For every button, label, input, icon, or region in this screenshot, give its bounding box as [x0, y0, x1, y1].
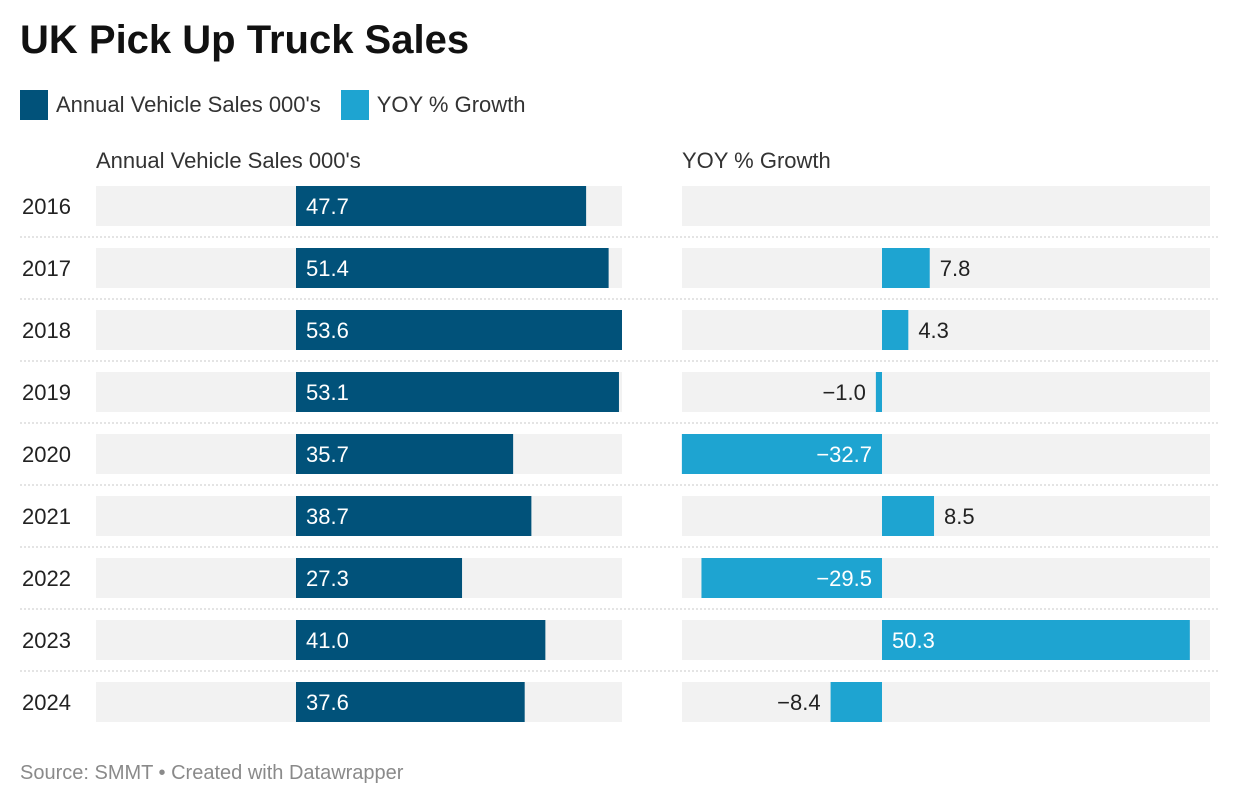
chart-title: UK Pick Up Truck Sales — [20, 18, 470, 62]
sales-value-label: 38.7 — [306, 504, 349, 529]
growth-value-label: −8.4 — [777, 690, 820, 715]
growth-value-label: 4.3 — [918, 318, 949, 343]
sales-bar — [296, 620, 546, 660]
sales-bar — [296, 496, 532, 536]
growth-bar — [882, 620, 1190, 660]
growth-value-label: 8.5 — [944, 504, 975, 529]
sales-bar — [296, 248, 609, 288]
growth-track — [682, 496, 1210, 536]
sales-bar — [296, 186, 587, 226]
chart-area: 2016 47.7 2017 51.4 7.8 2018 53.6 4.3 2019 53.1 −1… — [20, 186, 1218, 722]
category-label: 2017 — [22, 256, 71, 281]
growth-track — [682, 186, 1210, 226]
category-label: 2018 — [22, 318, 71, 343]
growth-bar — [681, 434, 882, 474]
sales-value-label: 53.6 — [306, 318, 349, 343]
growth-bar — [882, 496, 935, 536]
legend: Annual Vehicle Sales 000's YOY % Growth — [20, 90, 526, 120]
growth-bar — [830, 682, 882, 722]
category-label: 2022 — [22, 566, 71, 591]
growth-bar — [882, 310, 909, 350]
category-label: 2016 — [22, 194, 71, 219]
legend-swatch-sales — [20, 90, 48, 120]
legend-item-growth: YOY % Growth — [340, 90, 526, 120]
growth-value-label: −29.5 — [816, 566, 872, 591]
growth-value-label: −1.0 — [822, 380, 865, 405]
column-header-growth: YOY % Growth — [682, 148, 831, 173]
growth-track — [682, 682, 1210, 722]
category-label: 2023 — [22, 628, 71, 653]
sales-value-label: 37.6 — [306, 690, 349, 715]
growth-bar — [701, 558, 882, 598]
legend-item-sales: Annual Vehicle Sales 000's — [20, 90, 321, 120]
category-label: 2020 — [22, 442, 71, 467]
sales-value-label: 27.3 — [306, 566, 349, 591]
sales-bar — [296, 434, 514, 474]
sales-value-label: 47.7 — [306, 194, 349, 219]
growth-track — [682, 372, 1210, 412]
category-label: 2021 — [22, 504, 71, 529]
sales-value-label: 51.4 — [306, 256, 349, 281]
category-label: 2024 — [22, 690, 71, 715]
growth-value-label: 50.3 — [892, 628, 935, 653]
sales-value-label: 41.0 — [306, 628, 349, 653]
legend-label-sales: Annual Vehicle Sales 000's — [56, 92, 321, 117]
sales-bar — [296, 372, 619, 412]
column-header-sales: Annual Vehicle Sales 000's — [96, 148, 361, 173]
growth-bar — [875, 372, 882, 412]
sales-bar — [296, 310, 622, 350]
sales-value-label: 35.7 — [306, 442, 349, 467]
growth-track — [682, 248, 1210, 288]
legend-label-growth: YOY % Growth — [376, 92, 526, 117]
growth-value-label: 7.8 — [940, 256, 971, 281]
growth-track — [682, 310, 1210, 350]
sales-bar — [296, 558, 463, 598]
growth-value-label: −32.7 — [816, 442, 872, 467]
source-footer: Source: SMMT • Created with Datawrapper — [20, 762, 404, 784]
sales-bar — [296, 682, 525, 722]
legend-swatch-growth — [340, 90, 369, 120]
growth-bar — [882, 248, 930, 288]
category-label: 2019 — [22, 380, 71, 405]
sales-value-label: 53.1 — [306, 380, 349, 405]
